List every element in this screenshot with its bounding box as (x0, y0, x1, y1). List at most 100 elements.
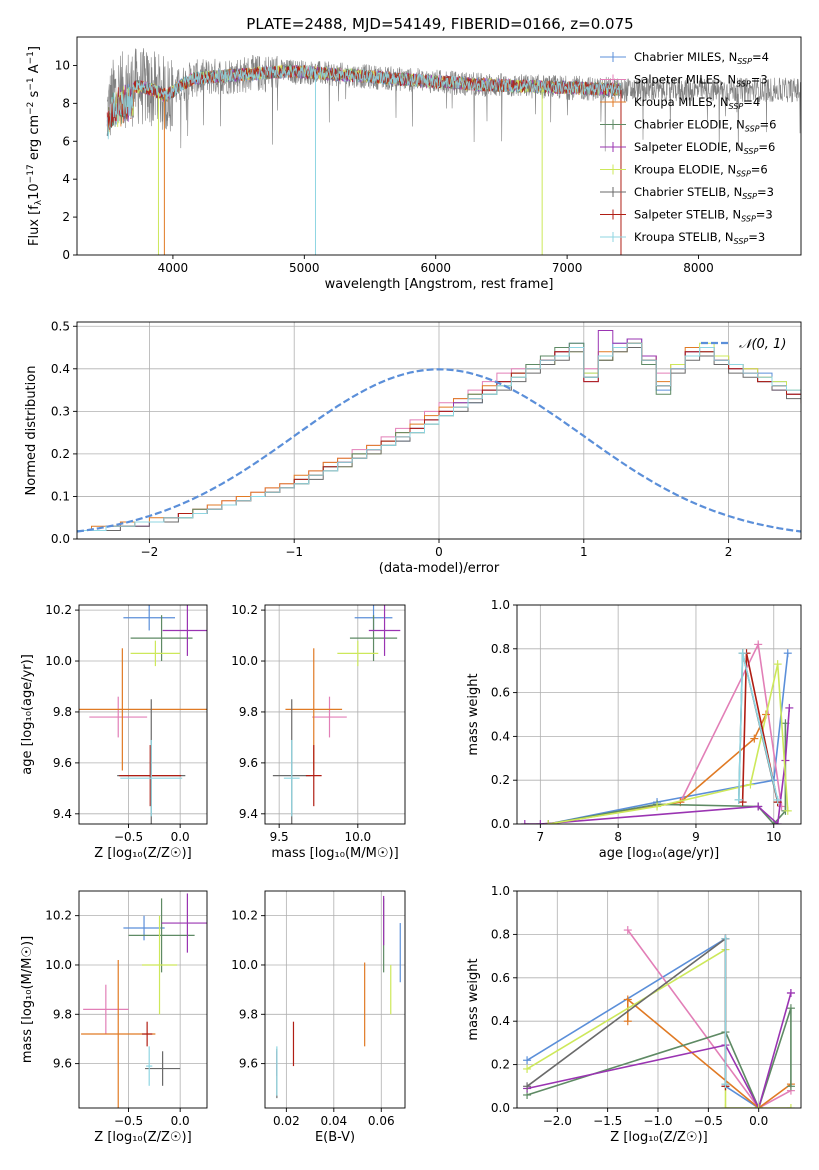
tick-marks (513, 890, 760, 1112)
gridlines (517, 890, 801, 1109)
legend-suffix: =6 (760, 118, 777, 132)
x-axis-label: (data-model)/error (379, 561, 500, 576)
legend-suffix: =6 (758, 140, 775, 154)
legend-label: Kroupa MILES, NSSP=4 (634, 95, 760, 111)
y-tick-label: 0.0 (491, 1101, 510, 1115)
tick-marks (261, 609, 359, 828)
y-tick-label: 10.0 (45, 958, 72, 972)
tick-marks (75, 609, 181, 828)
y-tick-label: 0.2 (491, 773, 510, 787)
histogram-step-salp_miles (77, 347, 801, 531)
y-axis-label: Flux [fλ10−17 erg cm−2 s−1 A−1] (26, 46, 44, 246)
gridlines (265, 891, 405, 1108)
legend-text: Chabrier ELODIE, N (634, 118, 745, 132)
plot-area (106, 48, 801, 255)
mass-vs-metallicity-panel: −0.5 0.0 9.6 9.8 10.0 10.2 Z [log₁₀(Z/Z☉)] mass… (20, 890, 208, 1145)
axes-frame (516, 890, 802, 1109)
legend-subscript: SSP (742, 192, 757, 201)
y-tick-label: 10.0 (231, 958, 258, 972)
legend-text: Salpeter MILES, N (634, 73, 736, 87)
x-tick-label: 10 (766, 830, 781, 844)
axes-frame (264, 604, 406, 825)
x-tick-label: 8000 (683, 261, 714, 275)
mass-weight-vs-age-panel: 7 8 9 10 0.0 0.2 0.4 0.6 0.8 1.0 age [log₁₀(age/yr… (466, 598, 802, 861)
mass-weight-line-salp_elodie (524, 707, 791, 824)
y-tick-label: 0.6 (491, 971, 510, 985)
y-tick-label: 9.6 (239, 756, 258, 770)
spectrum-panel: 4000 5000 6000 7000 8000 0 2 4 6 8 10 wavelength [A… (26, 36, 802, 292)
legend-text: Kroupa ELODIE, N (634, 163, 736, 177)
tick-marks (73, 325, 730, 543)
y-tick-label: 9.8 (239, 705, 258, 719)
mass-weight-line-chab_elodie (547, 723, 787, 824)
x-tick-label: 7000 (552, 261, 583, 275)
plot-area (520, 640, 794, 824)
x-axis-label: mass [log₁₀(M/M☉)] (271, 846, 398, 861)
y-tick-label: 9.6 (53, 756, 72, 770)
x-tick-label: 0.0 (171, 830, 190, 844)
histogram-step-salp_stelib (77, 342, 801, 531)
x-axis-label: age [log₁₀(age/yr)] (599, 846, 720, 861)
legend-suffix: =4 (752, 50, 769, 64)
axes-frame (76, 36, 802, 256)
legend-suffix: =3 (751, 73, 768, 87)
x-tick-label: 6000 (420, 261, 451, 275)
y-tick-label: 0.1 (51, 489, 70, 503)
y-tick-label: 6 (62, 134, 70, 148)
mass-weight-line-chab_miles (526, 937, 760, 1108)
y-tick-label: 9.4 (53, 807, 72, 821)
y-tick-label: 10.2 (231, 603, 258, 617)
tick-marks (73, 64, 699, 259)
legend-label: Kroupa ELODIE, NSSP=6 (634, 163, 768, 179)
x-tick-label: 0.0 (171, 1114, 190, 1128)
residuals-panel: −2 −1 0 1 2 0.0 0.1 0.2 0.3 0.4 0.5 (data-model)/er… (24, 319, 802, 576)
legend-text: Chabrier MILES, N (634, 50, 737, 64)
gridlines (79, 605, 207, 824)
plot-area (272, 605, 401, 824)
y-label-part: −1 (26, 51, 36, 64)
legend-subscript: SSP (729, 102, 744, 111)
legend-label: Chabrier STELIB, NSSP=3 (634, 185, 774, 201)
x-tick-label: −1 (285, 545, 303, 559)
plot-area (81, 893, 207, 1108)
tick-marks (75, 915, 181, 1112)
histogram-step-kroupa_miles (77, 342, 801, 531)
x-tick-label: −0.5 (694, 1114, 723, 1128)
x-tick-label: −1.5 (593, 1114, 622, 1128)
y-axis-label: mass weight (466, 673, 481, 755)
x-tick-label: 9.5 (270, 830, 289, 844)
legend-subscript: SSP (734, 237, 749, 246)
y-tick-label: 0.4 (51, 362, 70, 376)
y-tick-label: 0.8 (491, 927, 510, 941)
axes-frame (264, 890, 406, 1109)
mass-vs-reddening-panel: 0.02 0.04 0.06 9.6 9.8 10.0 10.2 E(B-V) (231, 890, 406, 1145)
mass-weight-line-kroupa_miles (627, 997, 792, 1108)
y-axis-label: age [log₁₀(age/yr)] (20, 654, 35, 775)
y-label-part: 10 (27, 183, 42, 200)
gridlines (265, 605, 405, 824)
age-vs-mass-panel: 9.5 10.0 9.4 9.6 9.8 10.0 10.2 mass [log₁₀(M/M☉… (231, 603, 406, 861)
legend-text: Salpeter ELODIE, N (634, 140, 744, 154)
y-label-part: −17 (26, 164, 36, 183)
y-tick-label: 10.2 (45, 603, 72, 617)
x-axis-label: wavelength [Angstrom, rest frame] (325, 277, 554, 292)
x-axis-label: Z [log₁₀(Z/Z☉)] (94, 1130, 191, 1145)
legend-text: Kroupa STELIB, N (634, 230, 734, 244)
mass-weight-vs-metallicity-panel: −2.0 −1.5 −1.0 −0.5 0.0 0.0 0.2 0.4 0.6 0.8 1.0 Z [… (466, 884, 802, 1145)
y-tick-label: 0.0 (51, 532, 70, 546)
legend-subscript: SSP (741, 215, 756, 224)
y-tick-label: 8 (62, 96, 70, 110)
legend-label: Salpeter STELIB, NSSP=3 (634, 208, 773, 224)
x-tick-label: −2.0 (543, 1114, 572, 1128)
legend-label: Chabrier ELODIE, NSSP=6 (634, 118, 776, 134)
y-tick-label: 0.0 (491, 817, 510, 831)
y-tick-label: 1.0 (491, 598, 510, 612)
y-tick-label: 9.6 (239, 1057, 258, 1071)
y-tick-label: 9.8 (239, 1007, 258, 1021)
x-tick-label: 2 (725, 545, 733, 559)
legend-subscript: SSP (736, 80, 751, 89)
x-tick-label: 5000 (289, 261, 320, 275)
y-tick-label: 0.8 (491, 642, 510, 656)
histogram-step-chab_stelib (77, 347, 801, 531)
